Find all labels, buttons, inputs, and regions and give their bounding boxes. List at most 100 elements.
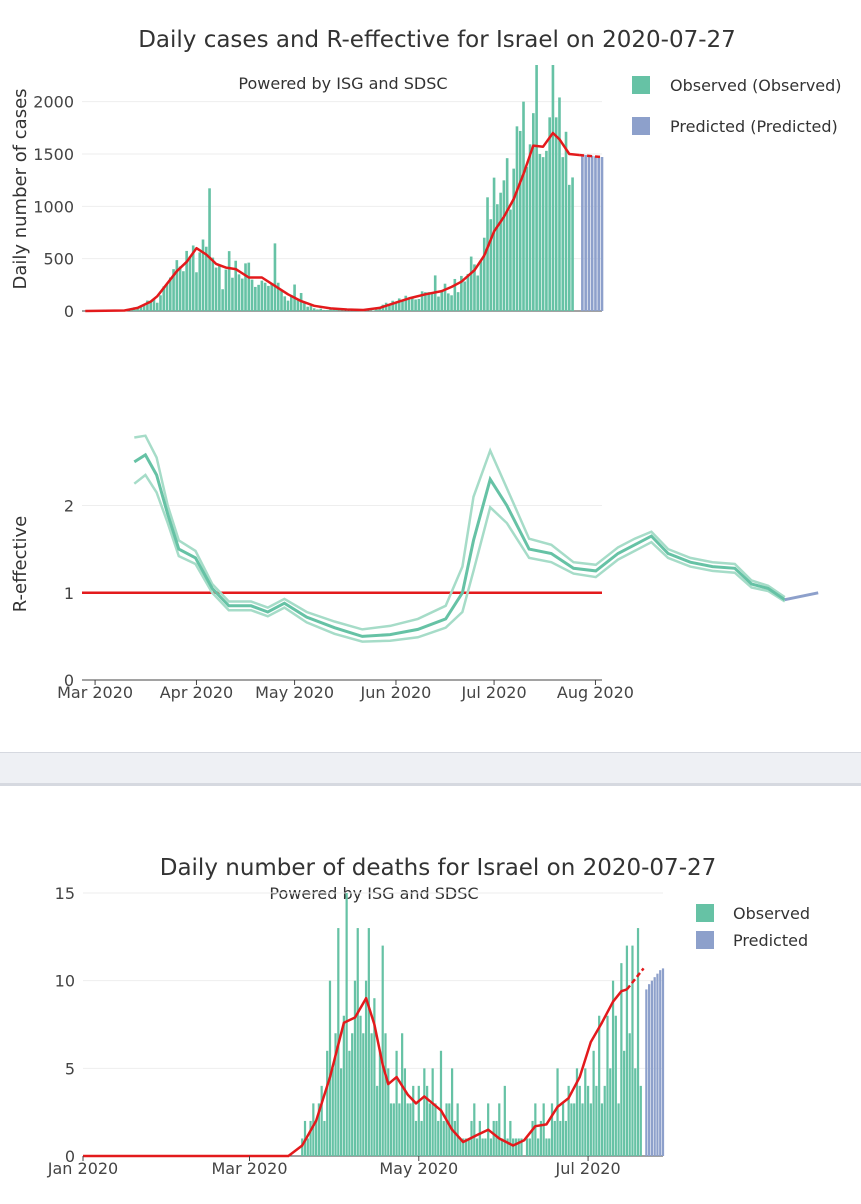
observed-deaths-bar <box>418 1086 420 1156</box>
observed-deaths-bar <box>429 1103 431 1156</box>
observed-cases-bar <box>552 65 555 311</box>
legend-swatch-predicted <box>632 117 650 135</box>
observed-cases-bar <box>431 292 434 311</box>
predicted-deaths-bar <box>648 984 650 1156</box>
cases-y-tick-label: 1000 <box>33 197 74 216</box>
legend[interactable]: Observed Predicted <box>696 904 810 950</box>
observed-cases-bar <box>238 274 241 311</box>
observed-deaths-bar <box>482 1138 484 1156</box>
predicted-cases-bar <box>581 155 584 311</box>
observed-cases-bar <box>159 295 162 311</box>
observed-deaths-bar <box>448 1103 450 1156</box>
observed-cases-bar <box>156 303 159 311</box>
legend-label-observed: Observed <box>733 904 810 923</box>
observed-deaths-bar <box>340 1068 342 1156</box>
x-tick-label: Apr 2020 <box>160 683 233 702</box>
observed-cases-bar <box>198 252 201 311</box>
observed-cases-bar <box>463 281 466 311</box>
observed-cases-bar <box>408 299 411 311</box>
observed-deaths-bar <box>401 1033 403 1156</box>
observed-cases-bar <box>532 113 535 311</box>
observed-deaths-bar <box>343 1016 345 1156</box>
observed-deaths-bar <box>601 1103 603 1156</box>
legend-swatch-observed <box>632 76 650 94</box>
observed-deaths-bar <box>623 1051 625 1156</box>
x-tick-label: Mar 2020 <box>212 1159 288 1178</box>
observed-cases-bar <box>418 299 421 311</box>
r-upper-bound-line <box>134 436 785 630</box>
cases-y-tick-label: 2000 <box>33 93 74 112</box>
observed-cases-bar <box>247 263 250 311</box>
cases-y-tick-label: 1500 <box>33 145 74 164</box>
chart-title: Daily number of deaths for Israel on 202… <box>160 855 717 881</box>
observed-deaths-bar <box>626 946 628 1156</box>
observed-deaths-bar <box>348 1051 350 1156</box>
observed-cases-bar <box>444 284 447 311</box>
chart-title: Daily cases and R-effective for Israel o… <box>138 27 736 53</box>
observed-deaths-bar <box>376 1086 378 1156</box>
observed-deaths-bar <box>440 1051 442 1156</box>
observed-cases-bar <box>195 272 198 311</box>
observed-deaths-bar <box>451 1068 453 1156</box>
predicted-deaths-bar <box>654 977 656 1156</box>
observed-deaths-bar <box>420 1121 422 1156</box>
observed-cases-bar <box>440 290 443 311</box>
observed-cases-bar <box>323 310 326 311</box>
observed-deaths-bar <box>629 1033 631 1156</box>
observed-deaths-bar <box>640 1086 642 1156</box>
observed-deaths-bar <box>346 893 348 1156</box>
observed-deaths-bar <box>351 1033 353 1156</box>
observed-deaths-bar <box>384 1033 386 1156</box>
observed-deaths-bar <box>556 1068 558 1156</box>
observed-deaths-bar <box>617 1103 619 1156</box>
observed-deaths-bar <box>332 1068 334 1156</box>
predicted-cases-bar <box>588 155 591 311</box>
deaths-y-tick-label: 5 <box>65 1059 75 1078</box>
observed-cases-bar <box>548 117 551 311</box>
predicted-deaths-bar <box>662 968 664 1156</box>
observed-cases-bar <box>539 154 542 311</box>
observed-deaths-bar <box>437 1121 439 1156</box>
observed-cases-bar <box>509 210 512 311</box>
observed-cases-bar <box>202 240 205 311</box>
observed-cases-bar <box>401 301 404 311</box>
observed-cases-bar <box>545 151 548 311</box>
observed-cases-bar <box>565 132 568 311</box>
observed-deaths-bar <box>409 1103 411 1156</box>
observed-deaths-bar <box>565 1121 567 1156</box>
deaths-chart-panel: Daily number of deaths for Israel on 202… <box>0 786 861 1200</box>
observed-deaths-bar <box>612 981 614 1156</box>
observed-cases-bar <box>467 274 470 311</box>
observed-cases-bar <box>267 286 270 311</box>
observed-cases-bar <box>261 281 264 311</box>
observed-cases-bar <box>264 283 267 311</box>
legend[interactable]: Observed (Observed) Predicted (Predicted… <box>632 76 842 136</box>
observed-cases-bar <box>489 219 492 311</box>
cases-y-tick-label: 500 <box>43 250 74 269</box>
observed-cases-bar <box>568 185 571 311</box>
observed-cases-bar <box>254 287 257 311</box>
observed-cases-bar <box>522 102 525 311</box>
x-tick-label: Jul 2020 <box>555 1159 621 1178</box>
observed-deaths-bar <box>609 1068 611 1156</box>
observed-deaths-bar <box>309 1121 311 1156</box>
legend-swatch-predicted <box>696 931 714 949</box>
observed-cases-bar <box>480 261 483 311</box>
observed-cases-bar <box>274 243 277 311</box>
observed-cases-bar <box>542 157 545 311</box>
observed-cases-bar <box>529 144 532 311</box>
observed-cases-bar <box>437 297 440 311</box>
predicted-deaths-bar <box>659 970 661 1156</box>
observed-deaths-bar <box>426 1086 428 1156</box>
deaths-chart: Daily number of deaths for Israel on 202… <box>0 786 861 1200</box>
observed-deaths-bar <box>498 1103 500 1156</box>
observed-deaths-bar <box>382 946 384 1156</box>
observed-deaths-bar <box>615 1016 617 1156</box>
predicted-deaths-bar <box>645 989 647 1156</box>
observed-deaths-bar <box>407 1103 409 1156</box>
observed-cases-bar <box>512 169 515 311</box>
r-y-tick-label: 1 <box>64 584 74 603</box>
observed-cases-bar <box>241 279 244 311</box>
observed-deaths-bar <box>476 1138 478 1156</box>
observed-cases-bar <box>470 257 473 311</box>
